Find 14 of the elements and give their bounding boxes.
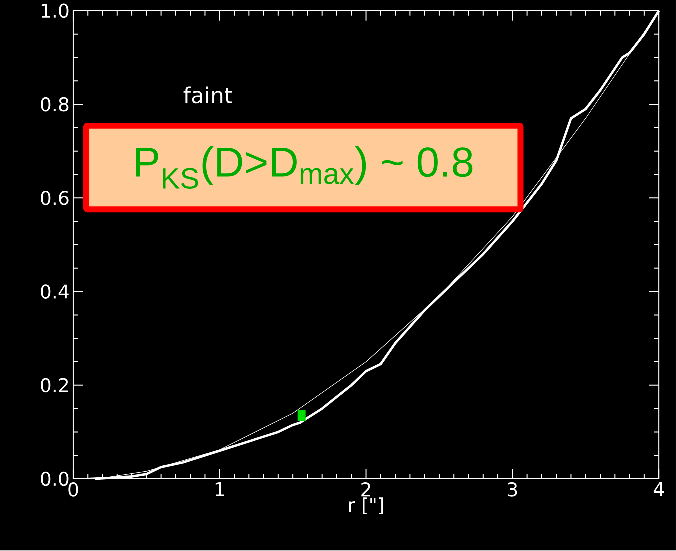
x-tick-label: 4 bbox=[654, 482, 664, 496]
annotation: P$_{KS}$(D>D$_{max}$) ~ 0.8 bbox=[136, 146, 473, 190]
y-tick-label: 0.6 bbox=[41, 191, 69, 206]
x-tick-label: 0 bbox=[68, 482, 78, 497]
x-tick-label: 1 bbox=[216, 482, 224, 496]
y-tick-label: 1.0 bbox=[42, 4, 69, 18]
y-tick-label: 0.8 bbox=[41, 98, 69, 112]
y-tick-label: 0.4 bbox=[41, 284, 69, 300]
x-tick-label: 2 bbox=[362, 482, 370, 497]
annotation: faint bbox=[184, 86, 232, 104]
y-tick-label: 0.0 bbox=[41, 472, 69, 486]
x-tick-label: 3 bbox=[508, 482, 518, 497]
y-tick-label: 0.2 bbox=[41, 378, 68, 393]
x-axis-title: r ["] bbox=[349, 498, 384, 515]
